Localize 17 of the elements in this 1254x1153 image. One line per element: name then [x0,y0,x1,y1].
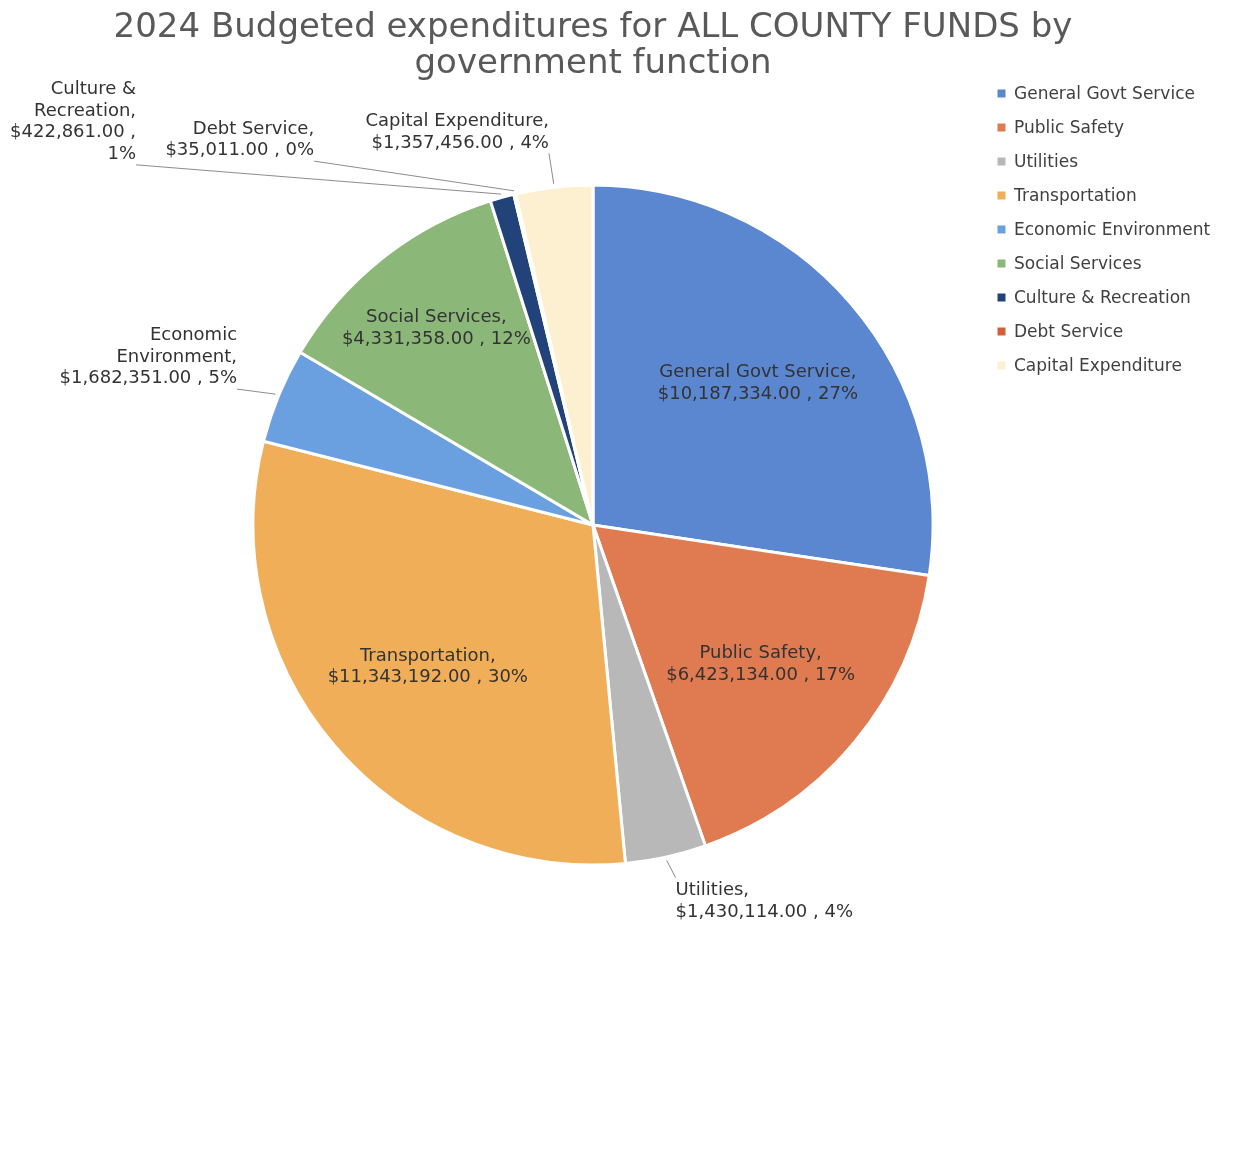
data-label: Economic Environment, $1,682,351.00 , 5% [59,323,238,388]
data-label: Debt Service, $35,011.00 , 0% [165,116,315,160]
data-label: Social Services, $4,331,358.00 , 12% [341,305,531,348]
data-label: Utilities, $1,430,114.00 , 4% [675,878,854,921]
data-label: General Govt Service, $10,187,334.00 , 27% [657,360,859,403]
legend-label: Capital Expenditure [1014,354,1182,375]
legend-label: General Govt Service [1014,82,1195,103]
data-label: Capital Expenditure, $1,357,456.00 , 4% [365,108,549,152]
legend-label: Culture & Recreation [1014,286,1191,307]
data-label: Transportation, $11,343,192.00 , 30% [327,643,528,687]
legend-label: Economic Environment [1014,218,1211,239]
legend-label: Utilities [1014,150,1079,171]
legend-label: Public Safety [1014,116,1125,137]
legend-label: Debt Service [1014,320,1124,341]
legend-label: Social Services [1014,252,1142,273]
data-label: Public Safety, $6,423,134.00 , 17% [666,640,856,684]
legend-label: Transportation [1013,184,1137,205]
